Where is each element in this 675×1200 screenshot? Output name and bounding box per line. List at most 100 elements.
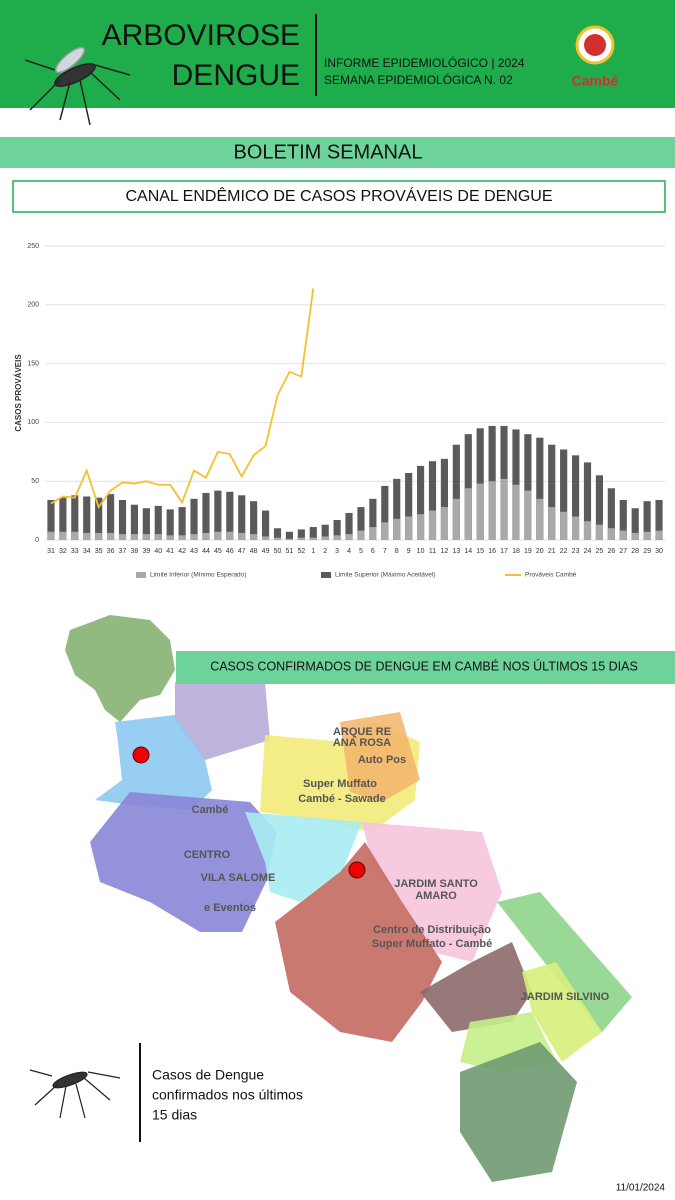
bar xyxy=(285,531,293,540)
map-label: VILA SALOME xyxy=(201,872,276,884)
bar xyxy=(381,485,389,540)
header-title: ARBOVIROSE xyxy=(102,19,300,52)
bar xyxy=(71,495,79,540)
bar xyxy=(226,531,234,540)
bar xyxy=(345,534,353,540)
x-tick-label: 52 xyxy=(297,548,305,555)
map-title: CASOS CONFIRMADOS DE DENGUE EM CAMBÉ NOS… xyxy=(210,658,638,673)
bar xyxy=(166,535,174,540)
bar xyxy=(321,536,329,540)
bar xyxy=(512,484,520,540)
bar xyxy=(202,532,210,540)
bar xyxy=(47,531,55,540)
bar xyxy=(428,510,437,540)
x-tick-label: 29 xyxy=(643,548,651,555)
bar xyxy=(500,478,508,540)
x-tick-label: 17 xyxy=(500,548,508,555)
x-tick-label: 1 xyxy=(311,548,315,555)
bar xyxy=(202,492,210,540)
bar xyxy=(190,534,198,540)
bar xyxy=(142,508,150,540)
x-tick-label: 45 xyxy=(214,548,222,555)
x-tick-label: 3 xyxy=(335,548,339,555)
bar xyxy=(583,462,592,540)
bar xyxy=(190,498,198,540)
x-tick-label: 9 xyxy=(407,548,411,555)
x-tick-label: 7 xyxy=(383,548,387,555)
bar xyxy=(369,498,377,540)
bar xyxy=(595,475,603,540)
map-label: Cambé - Sawade xyxy=(298,793,385,805)
bar xyxy=(95,497,103,540)
line xyxy=(50,288,315,510)
bar xyxy=(71,531,79,540)
map-label: ANA ROSA xyxy=(333,737,391,749)
bar xyxy=(607,488,615,540)
x-tick-label: 51 xyxy=(286,548,294,555)
mosquito-icon xyxy=(24,46,131,126)
chart-title: CANAL ENDÊMICO DE CASOS PROVÁVEIS DE DEN… xyxy=(125,186,552,205)
x-tick-label: 30 xyxy=(655,548,663,555)
bar xyxy=(548,444,556,540)
x-tick-label: 42 xyxy=(178,548,186,555)
x-tick-label: 37 xyxy=(119,548,127,555)
x-tick-label: 14 xyxy=(464,548,472,555)
bar xyxy=(333,535,341,540)
bar xyxy=(440,507,448,540)
bar xyxy=(59,497,67,540)
bar xyxy=(142,534,150,540)
x-tick-label: 19 xyxy=(524,548,532,555)
x-tick-label: 24 xyxy=(584,548,592,555)
x-tick-label: 41 xyxy=(166,548,174,555)
bar xyxy=(345,512,353,540)
y-tick-label: 250 xyxy=(27,243,39,250)
bar xyxy=(83,532,91,540)
map-label: AMARO xyxy=(415,890,457,902)
bar xyxy=(655,530,663,540)
x-tick-label: 22 xyxy=(560,548,568,555)
bar xyxy=(583,521,592,540)
bar xyxy=(47,500,55,540)
x-tick-label: 25 xyxy=(596,548,604,555)
x-tick-label: 18 xyxy=(512,548,520,555)
map-title-bar xyxy=(176,651,675,684)
bar xyxy=(405,516,413,540)
x-tick-label: 2 xyxy=(323,548,327,555)
logo: Cambé xyxy=(572,25,619,89)
bar xyxy=(464,488,472,540)
x-tick-label: 28 xyxy=(631,548,639,555)
bar xyxy=(536,437,544,540)
bar xyxy=(59,531,67,540)
legend-label: Prováveis Cambé xyxy=(525,572,577,579)
x-tick-label: 31 xyxy=(47,548,55,555)
bar xyxy=(297,529,305,540)
bar xyxy=(631,532,639,540)
bar xyxy=(595,524,603,540)
note-text: Casos de Dengue xyxy=(152,1067,264,1083)
case-marker xyxy=(132,746,150,764)
bar xyxy=(357,507,365,540)
bar xyxy=(214,490,222,540)
x-tick-label: 23 xyxy=(572,548,580,555)
x-tick-label: 21 xyxy=(548,548,556,555)
map-label: CENTRO xyxy=(184,849,231,861)
bar xyxy=(297,537,305,540)
bar xyxy=(488,481,496,540)
y-axis-label: CASOS PROVÁVEIS xyxy=(14,354,23,432)
map-label: Cambé xyxy=(192,804,229,816)
x-tick-label: 39 xyxy=(142,548,150,555)
bar xyxy=(572,516,580,540)
note-text: confirmados nos últimos xyxy=(152,1087,303,1103)
x-tick-label: 32 xyxy=(59,548,67,555)
bar xyxy=(309,537,317,540)
x-tick-label: 26 xyxy=(607,548,615,555)
x-tick-label: 15 xyxy=(476,548,484,555)
bar xyxy=(333,520,341,540)
bar xyxy=(357,530,365,540)
map-label: JARDIM SANTO xyxy=(394,878,478,890)
header-info: SEMANA EPIDEMIOLÓGICA N. 02 xyxy=(324,72,513,87)
x-tick-label: 4 xyxy=(347,548,351,555)
bar xyxy=(107,532,115,540)
bar xyxy=(393,518,401,540)
